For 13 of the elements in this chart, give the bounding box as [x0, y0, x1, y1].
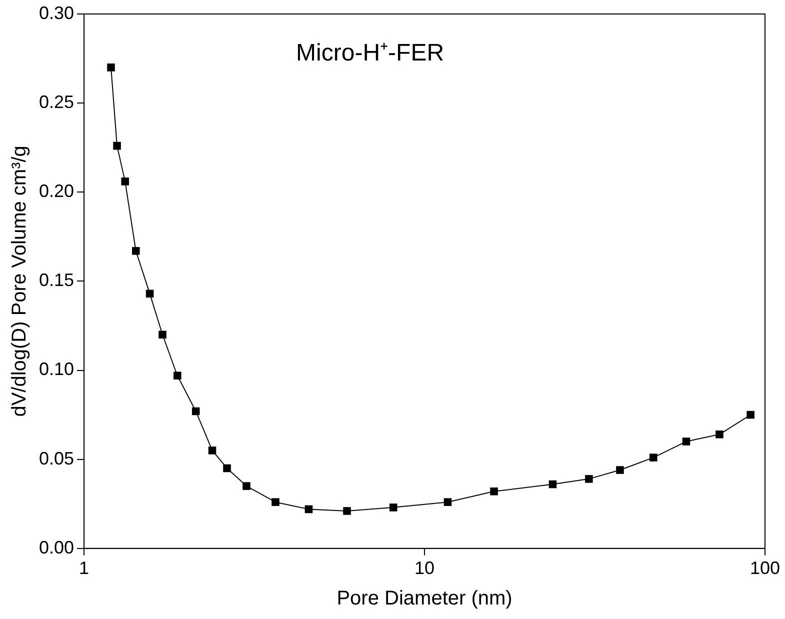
y-tick-label: 0.05: [38, 448, 74, 468]
y-tick-label: 0.30: [38, 2, 74, 23]
x-tick-label: 10: [414, 558, 435, 578]
y-tick-label: 0.00: [38, 537, 74, 558]
y-axis-title: dV/dlog(D) Pore Volume cm³/g: [8, 146, 31, 417]
y-tick-label: 0.10: [38, 359, 74, 380]
y-tick-label: 0.20: [38, 181, 74, 202]
x-tick-label: 1: [79, 558, 90, 578]
text: Micro-H⁺-FER: [296, 40, 444, 67]
y-tick-label: 0.15: [38, 270, 74, 290]
y-tick-label: 0.25: [38, 92, 74, 112]
x-tick-label: 100: [750, 558, 780, 578]
x-axis-title: Pore Diameter (nm): [336, 588, 512, 610]
